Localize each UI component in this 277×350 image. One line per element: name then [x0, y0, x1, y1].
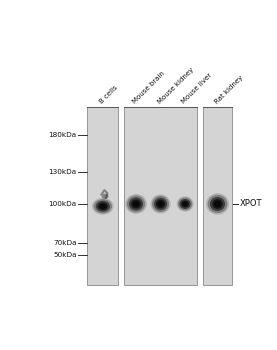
- Ellipse shape: [129, 197, 143, 210]
- Ellipse shape: [125, 194, 147, 214]
- Text: Mouse brain: Mouse brain: [132, 71, 166, 105]
- Ellipse shape: [178, 197, 192, 210]
- Ellipse shape: [208, 195, 227, 213]
- Ellipse shape: [181, 201, 189, 208]
- Text: 70kDa: 70kDa: [53, 240, 76, 246]
- Ellipse shape: [98, 202, 108, 210]
- Ellipse shape: [210, 197, 225, 211]
- Ellipse shape: [176, 196, 194, 212]
- Ellipse shape: [92, 198, 114, 215]
- Text: 100kDa: 100kDa: [48, 201, 76, 207]
- Ellipse shape: [150, 194, 171, 214]
- Ellipse shape: [131, 199, 141, 209]
- Bar: [124, 107, 198, 285]
- Ellipse shape: [94, 199, 112, 214]
- Ellipse shape: [183, 202, 188, 206]
- Ellipse shape: [214, 201, 221, 207]
- Bar: [203, 107, 232, 285]
- Text: 50kDa: 50kDa: [53, 252, 76, 258]
- Text: Mouse liver: Mouse liver: [181, 72, 214, 105]
- Ellipse shape: [100, 204, 106, 209]
- Ellipse shape: [212, 199, 223, 209]
- Ellipse shape: [206, 193, 229, 215]
- Text: 130kDa: 130kDa: [48, 169, 76, 175]
- Text: 180kDa: 180kDa: [48, 132, 76, 138]
- Ellipse shape: [127, 195, 145, 212]
- Bar: [87, 107, 118, 285]
- Ellipse shape: [152, 196, 169, 212]
- Text: XPOT: XPOT: [240, 199, 263, 209]
- Text: Rat kidney: Rat kidney: [213, 75, 244, 105]
- Ellipse shape: [158, 201, 163, 206]
- Ellipse shape: [102, 194, 109, 199]
- Ellipse shape: [133, 201, 139, 207]
- Ellipse shape: [179, 199, 191, 209]
- Ellipse shape: [156, 199, 165, 208]
- Text: Mouse kidney: Mouse kidney: [156, 67, 195, 105]
- Ellipse shape: [96, 201, 110, 212]
- Ellipse shape: [154, 198, 167, 210]
- Text: B cells: B cells: [99, 85, 119, 105]
